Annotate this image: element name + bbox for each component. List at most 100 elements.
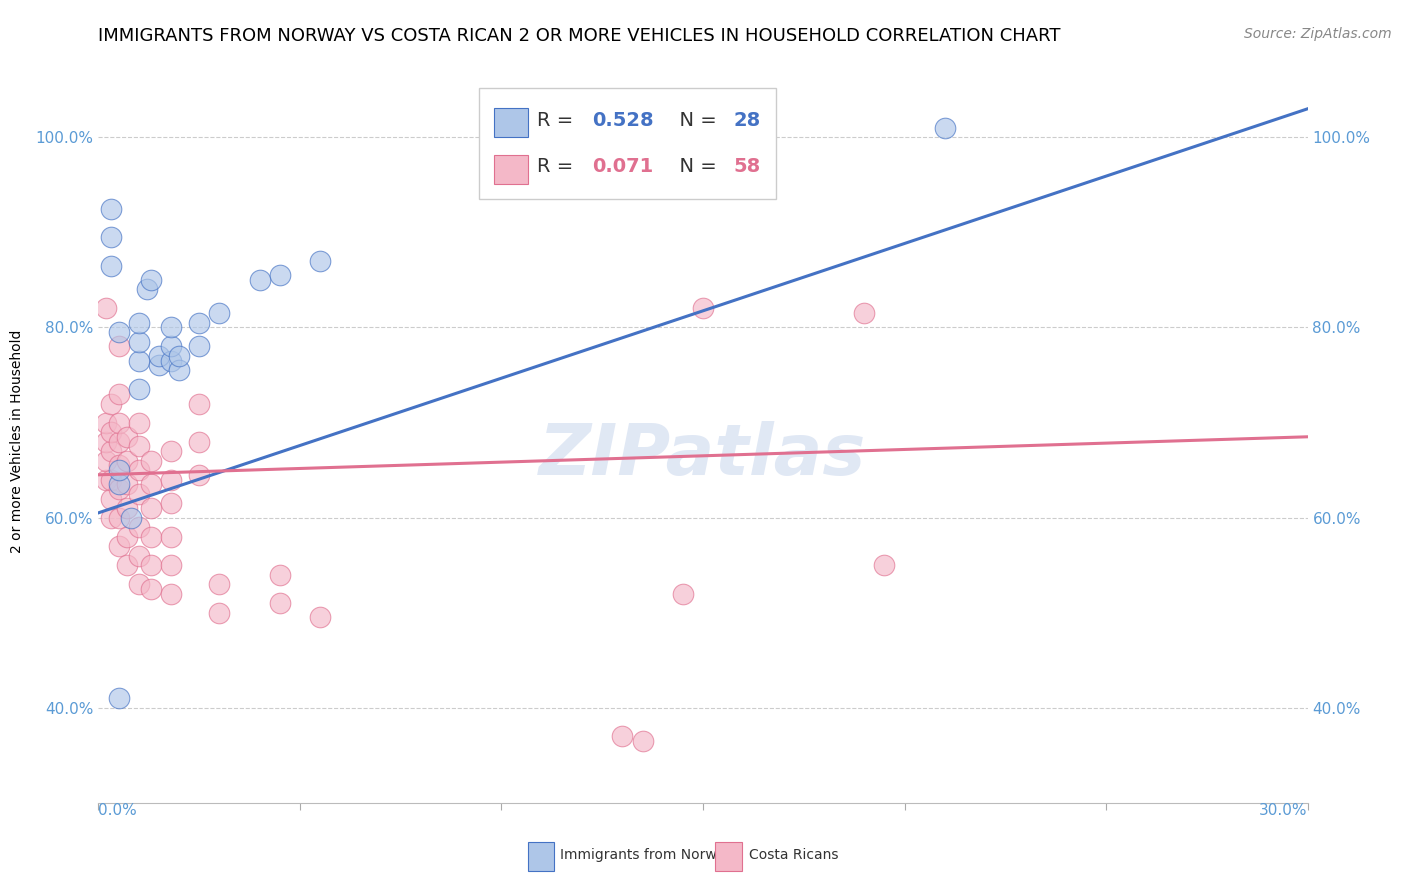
Point: [188, 396, 211, 410]
Point: [96, 416, 118, 430]
Point: [873, 558, 896, 573]
Text: N =: N =: [666, 158, 723, 177]
Point: [692, 301, 714, 316]
Point: [115, 530, 138, 544]
Point: [160, 558, 183, 573]
Point: [96, 453, 118, 467]
Point: [128, 487, 150, 501]
Point: [107, 434, 129, 449]
Point: [100, 259, 122, 273]
Point: [208, 606, 231, 620]
FancyBboxPatch shape: [494, 108, 527, 137]
Point: [128, 577, 150, 591]
Point: [160, 353, 183, 368]
Point: [107, 539, 129, 553]
Point: [100, 510, 122, 524]
Point: [100, 396, 122, 410]
Point: [631, 734, 654, 748]
Point: [96, 473, 118, 487]
Point: [309, 253, 332, 268]
Point: [188, 467, 211, 482]
Text: 0.071: 0.071: [592, 158, 652, 177]
Point: [269, 268, 291, 282]
FancyBboxPatch shape: [716, 842, 742, 871]
Point: [100, 473, 122, 487]
Point: [115, 477, 138, 491]
Point: [853, 306, 876, 320]
Point: [107, 477, 129, 491]
Text: Immigrants from Norway: Immigrants from Norway: [561, 847, 734, 862]
Point: [160, 473, 183, 487]
Point: [96, 301, 118, 316]
Point: [148, 349, 170, 363]
Text: R =: R =: [537, 111, 579, 129]
Point: [160, 444, 183, 458]
Text: 30.0%: 30.0%: [1260, 803, 1308, 818]
Point: [934, 120, 956, 135]
Text: Source: ZipAtlas.com: Source: ZipAtlas.com: [1244, 27, 1392, 41]
Point: [107, 387, 129, 401]
Point: [672, 587, 695, 601]
Point: [167, 349, 190, 363]
Text: 0.0%: 0.0%: [98, 803, 138, 818]
Point: [128, 439, 150, 453]
Point: [100, 444, 122, 458]
Point: [107, 510, 129, 524]
Point: [100, 202, 122, 216]
Point: [107, 463, 129, 477]
Text: IMMIGRANTS FROM NORWAY VS COSTA RICAN 2 OR MORE VEHICLES IN HOUSEHOLD CORRELATIO: IMMIGRANTS FROM NORWAY VS COSTA RICAN 2 …: [98, 27, 1062, 45]
Point: [107, 339, 129, 353]
Text: 28: 28: [734, 111, 761, 129]
Point: [208, 306, 231, 320]
Point: [128, 549, 150, 563]
Text: N =: N =: [666, 111, 723, 129]
Point: [115, 430, 138, 444]
Point: [128, 463, 150, 477]
Point: [135, 282, 157, 296]
Text: Costa Ricans: Costa Ricans: [749, 847, 838, 862]
Point: [148, 359, 170, 373]
Point: [128, 416, 150, 430]
Point: [139, 501, 162, 516]
Point: [160, 530, 183, 544]
Point: [208, 577, 231, 591]
Point: [100, 491, 122, 506]
Point: [115, 558, 138, 573]
Point: [188, 434, 211, 449]
Text: ZIPatlas: ZIPatlas: [540, 422, 866, 491]
Point: [120, 510, 142, 524]
Point: [128, 353, 150, 368]
Point: [128, 316, 150, 330]
Point: [160, 587, 183, 601]
Point: [139, 558, 162, 573]
Point: [139, 477, 162, 491]
Point: [100, 230, 122, 244]
Point: [107, 416, 129, 430]
Text: 58: 58: [734, 158, 761, 177]
Point: [115, 453, 138, 467]
Point: [139, 453, 162, 467]
Point: [128, 334, 150, 349]
Point: [128, 520, 150, 534]
Point: [100, 425, 122, 439]
Point: [269, 596, 291, 610]
Point: [128, 382, 150, 396]
Point: [115, 501, 138, 516]
Point: [160, 496, 183, 510]
Point: [612, 729, 634, 743]
FancyBboxPatch shape: [479, 87, 776, 200]
Text: 0.528: 0.528: [592, 111, 654, 129]
Point: [160, 339, 183, 353]
Point: [167, 363, 190, 377]
FancyBboxPatch shape: [527, 842, 554, 871]
Point: [107, 458, 129, 473]
Point: [309, 610, 332, 624]
Point: [96, 434, 118, 449]
Point: [188, 339, 211, 353]
Y-axis label: 2 or more Vehicles in Household: 2 or more Vehicles in Household: [10, 330, 24, 553]
Point: [139, 530, 162, 544]
Text: R =: R =: [537, 158, 579, 177]
Point: [139, 273, 162, 287]
Point: [107, 482, 129, 496]
Point: [188, 316, 211, 330]
